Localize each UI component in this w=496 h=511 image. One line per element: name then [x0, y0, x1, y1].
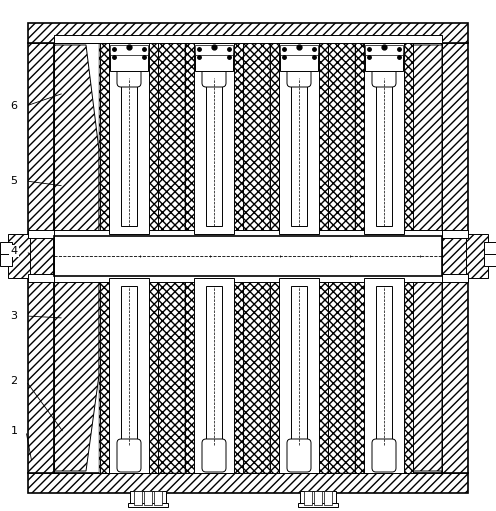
Text: 6: 6	[10, 101, 17, 111]
Bar	[328, 278, 355, 473]
Bar	[291, 286, 307, 445]
Bar	[54, 236, 442, 276]
Bar	[300, 491, 336, 505]
Bar	[206, 286, 222, 445]
Text: 2: 2	[10, 376, 17, 386]
Bar	[28, 230, 468, 238]
Bar	[279, 278, 319, 473]
Bar	[194, 278, 234, 473]
Bar	[324, 491, 332, 505]
Bar	[54, 35, 442, 43]
Bar	[442, 43, 468, 473]
Bar	[121, 78, 137, 226]
Polygon shape	[397, 278, 442, 471]
FancyBboxPatch shape	[202, 439, 226, 472]
Bar	[134, 491, 142, 505]
Bar	[279, 43, 319, 234]
Bar	[484, 242, 496, 254]
Bar	[397, 43, 413, 234]
Bar	[195, 53, 233, 71]
Bar	[298, 503, 338, 507]
Text: 1: 1	[10, 426, 17, 436]
FancyBboxPatch shape	[117, 439, 141, 472]
Bar	[195, 45, 233, 55]
Bar	[100, 278, 158, 473]
Bar	[280, 53, 318, 71]
Bar	[109, 43, 149, 234]
Bar	[128, 503, 168, 507]
Bar	[99, 43, 100, 234]
Bar	[158, 43, 185, 234]
Bar	[185, 43, 243, 234]
Bar	[364, 43, 404, 234]
Bar	[397, 278, 413, 473]
Bar	[121, 286, 137, 445]
Bar	[185, 278, 243, 473]
Bar	[109, 278, 149, 473]
Bar	[28, 473, 468, 493]
Bar	[365, 45, 403, 55]
Bar	[243, 278, 270, 473]
Bar	[376, 78, 392, 226]
Bar	[28, 274, 468, 282]
Bar	[110, 53, 148, 71]
Bar	[130, 491, 166, 505]
Bar	[484, 254, 496, 266]
Text: 5: 5	[10, 176, 17, 186]
Bar	[270, 278, 328, 473]
Bar	[365, 53, 403, 71]
Bar	[304, 491, 312, 505]
FancyBboxPatch shape	[287, 51, 311, 87]
Bar	[158, 278, 185, 473]
Polygon shape	[54, 278, 99, 471]
FancyBboxPatch shape	[372, 51, 396, 87]
Bar	[270, 43, 328, 234]
Bar	[0, 242, 12, 254]
Bar	[144, 491, 152, 505]
Bar	[466, 234, 488, 278]
FancyBboxPatch shape	[372, 439, 396, 472]
FancyBboxPatch shape	[287, 439, 311, 472]
Bar	[154, 491, 162, 505]
Bar	[280, 45, 318, 55]
FancyBboxPatch shape	[117, 51, 141, 87]
Bar	[328, 43, 355, 234]
Polygon shape	[54, 45, 99, 234]
Bar	[376, 286, 392, 445]
Bar	[110, 45, 148, 55]
Bar	[194, 43, 234, 234]
Bar	[99, 278, 100, 473]
Polygon shape	[397, 45, 442, 234]
Bar	[206, 78, 222, 226]
Bar	[28, 43, 54, 473]
Bar	[364, 278, 404, 473]
Bar	[100, 43, 158, 234]
Bar	[291, 78, 307, 226]
Bar	[28, 23, 468, 43]
Text: 4: 4	[10, 246, 17, 256]
FancyBboxPatch shape	[202, 51, 226, 87]
Bar	[8, 234, 30, 278]
Bar	[355, 278, 413, 473]
Bar	[0, 254, 12, 266]
Text: 3: 3	[10, 311, 17, 321]
Bar	[355, 43, 413, 234]
Bar	[314, 491, 322, 505]
Bar	[243, 43, 270, 234]
